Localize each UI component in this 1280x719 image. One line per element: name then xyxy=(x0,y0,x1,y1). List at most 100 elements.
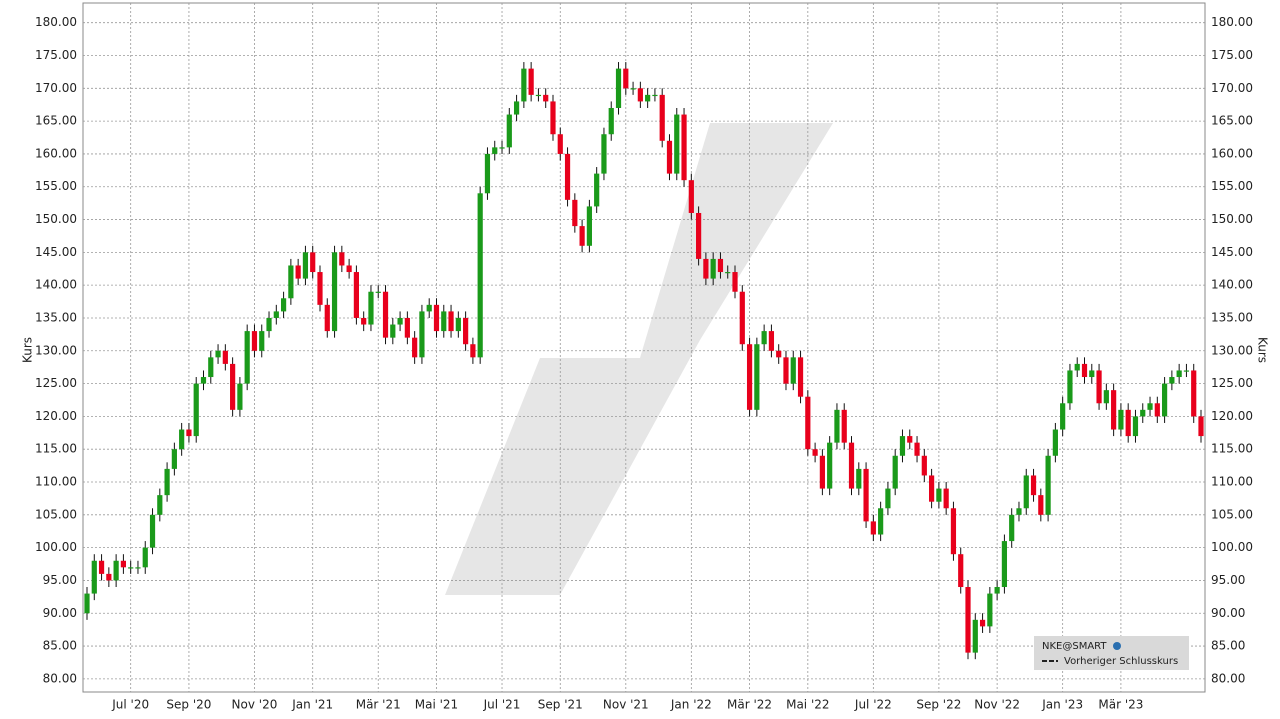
candle-body xyxy=(535,94,542,97)
candle-body xyxy=(994,587,1000,594)
x-tick-label: Nov '21 xyxy=(603,698,649,712)
y-tick-label: 100.00 xyxy=(35,540,77,554)
candle-body xyxy=(1169,377,1175,384)
legend-entry: Vorheriger Schlusskurs xyxy=(1064,656,1178,667)
y-tick-label: 110.00 xyxy=(35,475,77,489)
candle-body xyxy=(513,101,520,115)
y-tick-label: 120.00 xyxy=(35,409,77,423)
legend-box xyxy=(1034,636,1189,670)
y-tick-label: 140.00 xyxy=(35,278,77,292)
candle-body xyxy=(892,455,898,489)
candle-body xyxy=(1191,370,1197,417)
candle-body xyxy=(914,442,920,456)
candle-body xyxy=(157,495,163,515)
candle-body xyxy=(746,344,753,410)
candle-body xyxy=(1103,390,1109,404)
candle-body xyxy=(1198,416,1204,437)
y-tick-label: 170.00 xyxy=(35,81,77,95)
y2-tick-label: 145.00 xyxy=(1211,245,1253,259)
candle-body xyxy=(1016,508,1022,515)
legend-entry: NKE@SMART xyxy=(1042,641,1107,652)
candle-body xyxy=(106,573,112,581)
candle-body xyxy=(623,68,629,89)
candle-body xyxy=(1176,370,1182,378)
y2-tick-label: 125.00 xyxy=(1211,376,1253,390)
candle-body xyxy=(477,193,483,358)
x-tick-label: Nov '22 xyxy=(974,698,1020,712)
candle-body xyxy=(310,252,316,273)
candle-body xyxy=(324,304,330,332)
candle-body xyxy=(929,475,935,502)
y2-tick-label: 90.00 xyxy=(1211,606,1245,620)
candle-body xyxy=(390,324,396,338)
y2-tick-label: 130.00 xyxy=(1211,343,1253,357)
candle-body xyxy=(237,383,243,410)
candle-body xyxy=(732,272,738,292)
candle-body xyxy=(950,508,957,555)
candle-body xyxy=(557,134,563,154)
y-tick-label: 95.00 xyxy=(43,573,77,587)
x-tick-label: Sep '21 xyxy=(538,698,583,712)
candle-body xyxy=(696,212,702,259)
candle-body xyxy=(280,298,287,312)
candle-body xyxy=(797,357,804,397)
candle-body xyxy=(302,252,309,279)
candle-body xyxy=(601,134,607,174)
candle-body xyxy=(492,147,498,154)
candle-body xyxy=(717,258,724,273)
candle-body xyxy=(382,291,389,338)
candle-body xyxy=(521,68,527,102)
candle-body xyxy=(215,350,221,358)
y2-tick-label: 120.00 xyxy=(1211,409,1253,423)
candle-body xyxy=(979,619,986,627)
candle-body xyxy=(630,88,636,90)
candle-body xyxy=(506,114,512,148)
candle-body xyxy=(1096,370,1102,404)
candle-body xyxy=(1067,370,1073,404)
candle-body xyxy=(1147,403,1153,410)
candle-body xyxy=(441,311,447,332)
candle-body xyxy=(805,396,811,450)
candle-body xyxy=(1038,495,1044,515)
candle-body xyxy=(244,331,250,384)
candle-body xyxy=(448,311,454,332)
candle-body xyxy=(273,311,279,318)
y2-tick-label: 150.00 xyxy=(1211,212,1253,226)
candle-body xyxy=(899,436,906,456)
y2-tick-label: 95.00 xyxy=(1211,573,1245,587)
watermark xyxy=(445,123,833,595)
candle-body xyxy=(1074,363,1080,371)
candle-body xyxy=(1030,475,1037,496)
candle-body xyxy=(149,514,156,548)
candle-body xyxy=(572,199,578,227)
candle-body xyxy=(907,436,913,443)
y-tick-label: 85.00 xyxy=(43,639,77,653)
candle-body xyxy=(1118,409,1124,430)
candle-body xyxy=(579,226,585,246)
x-tick-label: Jul '21 xyxy=(483,698,521,712)
x-tick-label: Jul '22 xyxy=(854,698,892,712)
candle-body xyxy=(834,409,840,443)
candle-body xyxy=(375,291,381,293)
candle-body xyxy=(455,317,461,332)
candle-body xyxy=(652,94,658,97)
x-tick-label: Jul '20 xyxy=(111,698,149,712)
candle-body xyxy=(463,317,469,345)
y2-tick-label: 115.00 xyxy=(1211,442,1253,456)
candle-body xyxy=(681,114,687,181)
y-tick-label: 175.00 xyxy=(35,48,77,62)
candle-body xyxy=(776,350,782,358)
y-tick-label: 155.00 xyxy=(35,179,77,193)
y2-tick-label: 165.00 xyxy=(1211,114,1253,128)
candle-body xyxy=(608,107,614,135)
candle-body xyxy=(499,147,505,149)
x-tick-label: Mai '21 xyxy=(415,698,458,712)
candle-body xyxy=(659,94,665,141)
candle-body xyxy=(768,331,775,351)
candle-body xyxy=(550,101,556,135)
candle-body xyxy=(1089,370,1095,378)
candle-body xyxy=(1052,429,1058,456)
candle-body xyxy=(91,560,97,594)
